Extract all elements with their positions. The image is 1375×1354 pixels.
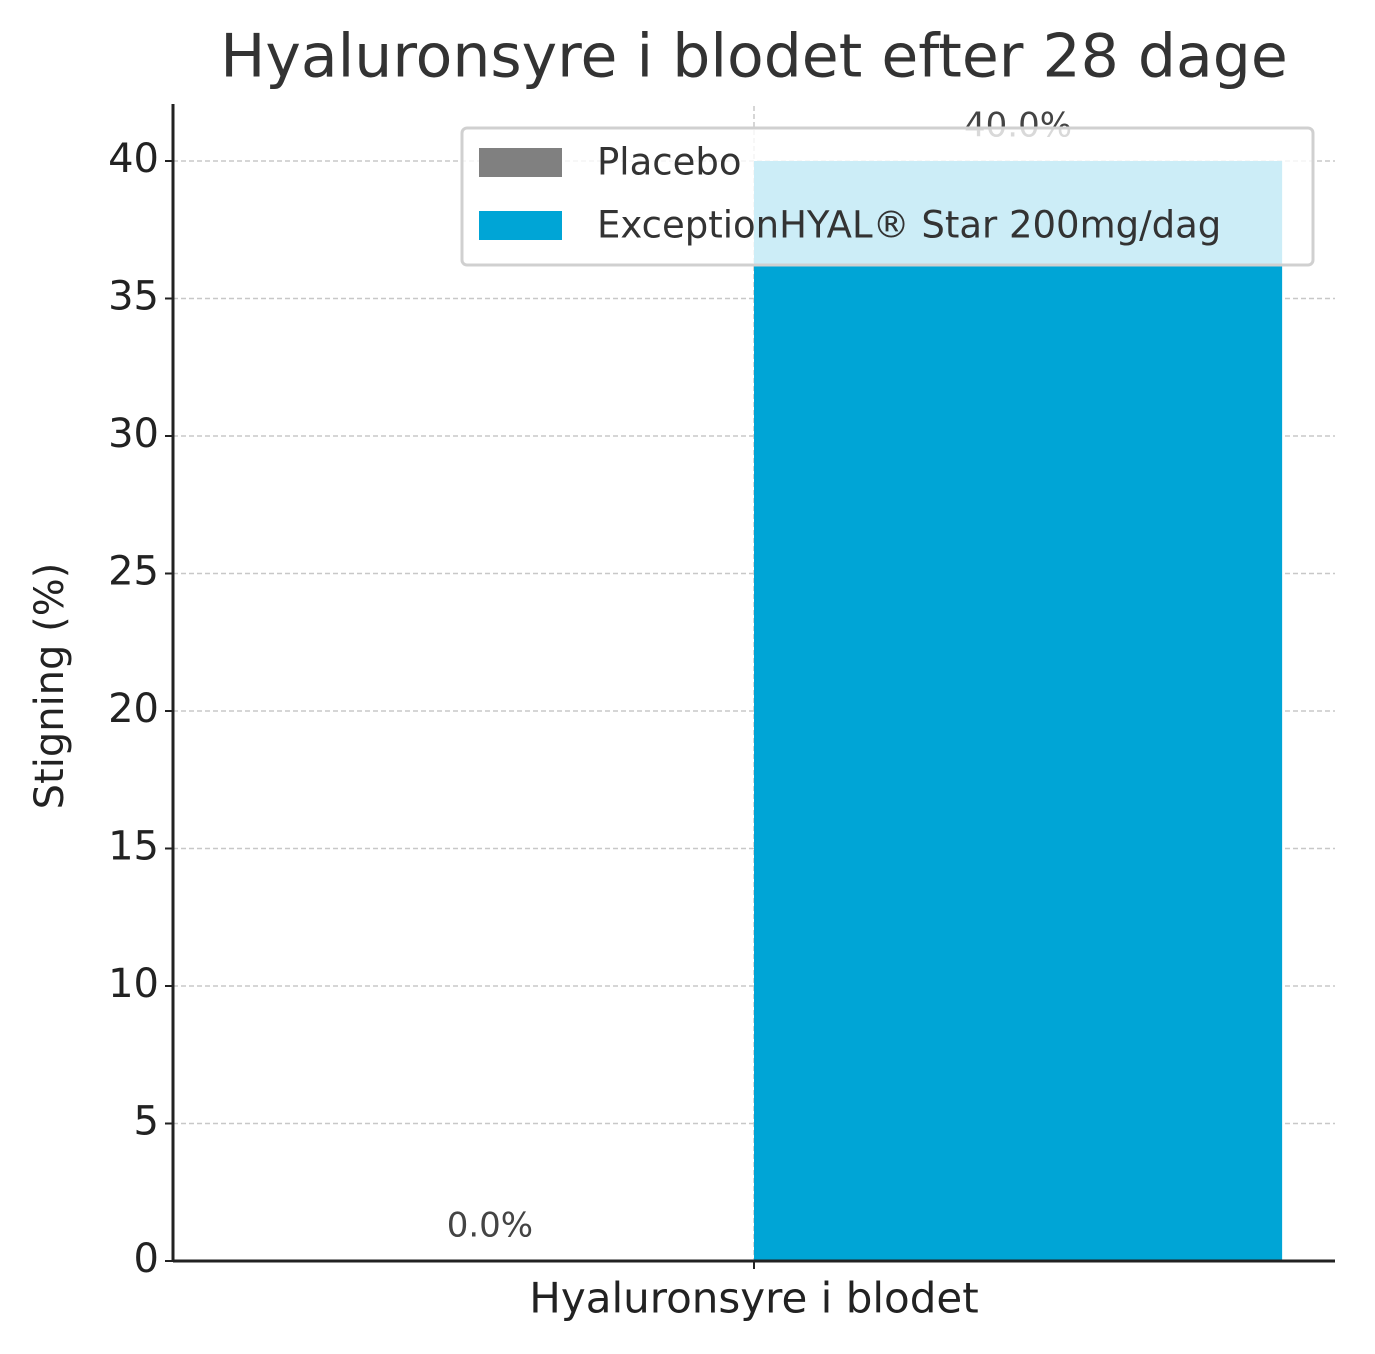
y-tick-label: 15 [108,824,159,870]
y-tick-label: 20 [108,686,159,732]
x-tick-label: Hyaluronsyre i blodet [529,1274,978,1323]
y-tick-label: 0 [134,1236,159,1282]
legend-label: Placebo [597,141,742,184]
y-tick-label: 40 [108,136,159,182]
y-tick-label: 25 [108,549,159,595]
legend-swatch [479,148,562,177]
y-tick-label: 10 [108,961,159,1007]
y-tick-label: 35 [108,274,159,320]
legend: Placebo ExceptionHYAL® Star 200mg/dag [460,126,1315,267]
legend-frame [460,126,1315,267]
legend-label: ExceptionHYAL® Star 200mg/dag [597,204,1221,247]
y-tick-label: 30 [108,411,159,457]
bar [754,161,1283,1261]
value-label: 0.0% [447,1206,533,1246]
chart-title: Hyaluronsyre i blodet efter 28 dage [220,22,1288,92]
y-axis-label: Stigning (%) [27,563,73,810]
legend-swatch [479,211,562,240]
y-tick-label: 5 [134,1099,159,1145]
